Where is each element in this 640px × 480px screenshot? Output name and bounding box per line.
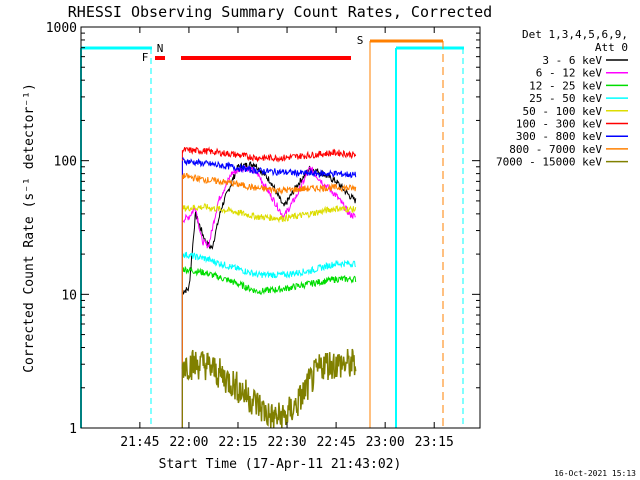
annotation-f: F	[142, 51, 149, 64]
x-tick-label: 22:30	[267, 435, 306, 450]
legend-title: Det 1,3,4,5,6,9,	[522, 28, 628, 41]
y-tick-label: 1	[69, 422, 77, 437]
legend-subtitle: Att 0	[595, 41, 628, 54]
plot-frame	[80, 26, 481, 429]
legend-label-5: 100 - 300 keV	[516, 118, 602, 131]
series-lines	[181, 146, 357, 429]
series-line-5	[181, 146, 357, 163]
legend-label-0: 3 - 6 keV	[542, 54, 602, 67]
x-tick-label: 23:00	[366, 435, 405, 450]
annotation-s: S	[357, 34, 364, 47]
legend-label-6: 300 - 800 keV	[516, 130, 602, 143]
x-axis: 21:45 22:00 22:15 22:30 22:45 23:00 23:15	[120, 27, 454, 450]
state-annotations: NF S	[142, 34, 364, 64]
x-axis-label: Start Time (17-Apr-11 21:43:02)	[159, 457, 402, 472]
legend-label-7: 800 - 7000 keV	[509, 143, 602, 156]
y-tick-label: 1000	[46, 21, 77, 36]
series-line-4	[181, 202, 357, 224]
series-line-8	[181, 348, 357, 429]
x-tick-label: 21:45	[120, 435, 159, 450]
series-line-3	[181, 251, 356, 279]
annotation-n: N	[157, 42, 164, 55]
legend-label-4: 50 - 100 keV	[523, 105, 603, 118]
x-tick-label: 22:15	[218, 435, 257, 450]
legend-label-8: 7000 - 15000 keV	[496, 156, 602, 169]
y-tick-label: 10	[61, 288, 77, 303]
x-tick-label: 22:00	[169, 435, 208, 450]
series-line-6	[182, 157, 357, 179]
legend-label-1: 6 - 12 keV	[536, 67, 603, 80]
series-line-2	[181, 265, 357, 296]
chart-title: RHESSI Observing Summary Count Rates, Co…	[68, 3, 492, 21]
legend-label-2: 12 - 25 keV	[529, 79, 602, 92]
y-axis-label: Corrected Count Rate (s⁻¹ detector⁻¹)	[22, 83, 37, 373]
series-line-0	[182, 161, 357, 296]
render-timestamp: 16-Oct-2021 15:13	[554, 469, 636, 478]
y-tick-label: 100	[54, 155, 77, 170]
x-tick-label: 23:15	[415, 435, 454, 450]
legend-label-3: 25 - 50 keV	[529, 92, 602, 105]
x-tick-label: 22:45	[317, 435, 356, 450]
series-line-1	[182, 165, 356, 249]
series-line-7	[181, 172, 357, 195]
y-axis: 1 10 100 1000	[46, 21, 480, 437]
